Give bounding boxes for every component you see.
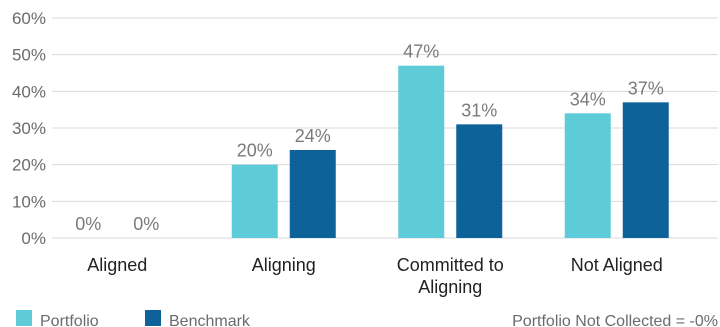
y-tick-label: 50% — [12, 46, 46, 65]
gridlines — [52, 17, 718, 239]
legend: Portfolio Benchmark — [16, 310, 251, 327]
data-label: 20% — [237, 141, 273, 161]
value-labels: 0% 0% 20% 24% 47% 31% 34% 37% — [75, 42, 664, 234]
footnote: Portfolio Not Collected = -0% — [512, 313, 718, 327]
legend-entry: Benchmark — [169, 313, 251, 327]
x-tick-label: Aligned — [87, 255, 147, 275]
legend-swatch — [145, 310, 161, 326]
y-tick-label: 20% — [12, 156, 46, 175]
x-tick-label: Not Aligned — [571, 255, 663, 275]
y-tick-label: 0% — [21, 229, 46, 248]
legend-entry: Portfolio — [40, 313, 99, 327]
x-tick-label: Aligning — [418, 277, 482, 297]
data-label: 31% — [461, 100, 497, 120]
y-axis-ticks: 0% 10% 20% 30% 40% 50% 60% — [12, 9, 46, 248]
bar-portfolio — [398, 65, 445, 239]
y-tick-label: 60% — [12, 9, 46, 28]
x-tick-label: Committed to — [397, 255, 504, 275]
bar-benchmark — [622, 102, 669, 238]
y-tick-label: 30% — [12, 119, 46, 138]
bar-portfolio — [564, 113, 611, 238]
data-label: 47% — [403, 42, 439, 62]
data-label: 0% — [133, 214, 159, 234]
y-tick-label: 40% — [12, 82, 46, 101]
legend-swatch — [16, 310, 32, 326]
data-label: 34% — [570, 89, 606, 109]
data-label: 37% — [628, 78, 664, 98]
data-label: 0% — [75, 214, 101, 234]
bar-portfolio — [231, 164, 278, 238]
data-label: 24% — [295, 126, 331, 146]
y-tick-label: 10% — [12, 192, 46, 211]
bar-benchmark — [456, 124, 503, 238]
bars — [231, 65, 669, 239]
x-tick-label: Aligning — [252, 255, 316, 275]
bar-benchmark — [289, 150, 336, 238]
